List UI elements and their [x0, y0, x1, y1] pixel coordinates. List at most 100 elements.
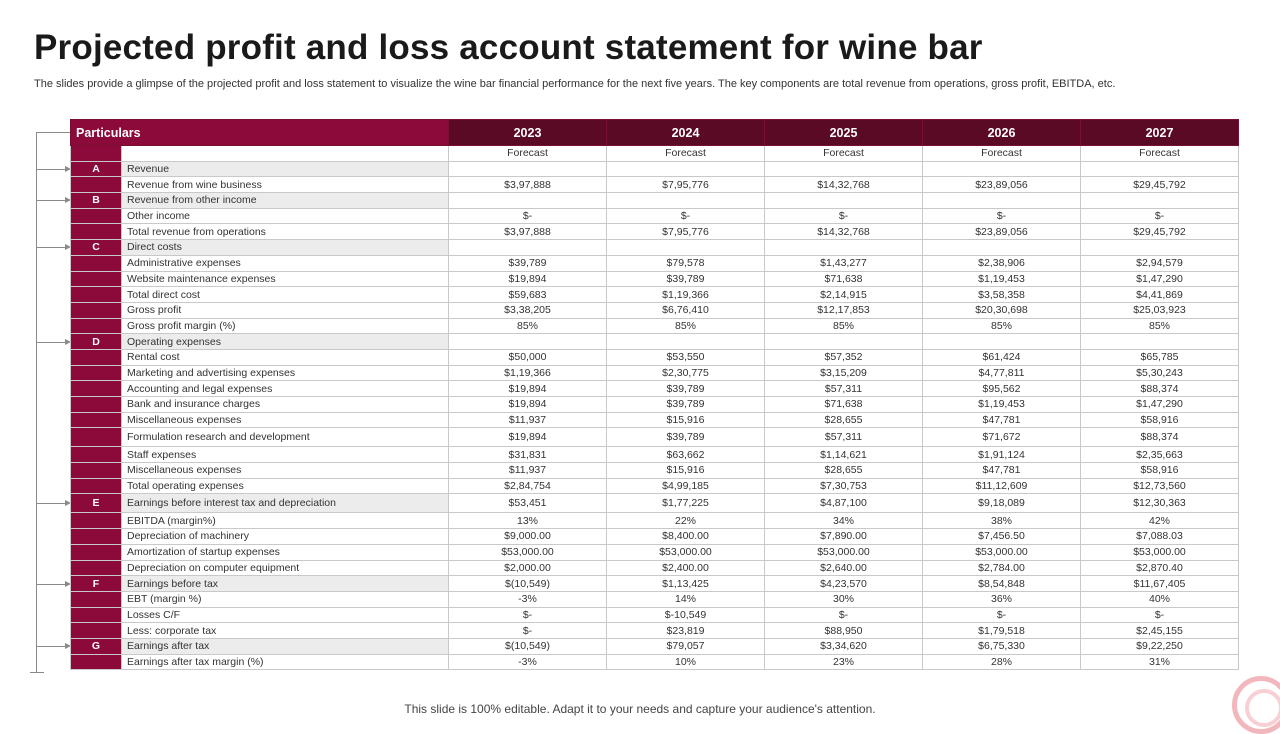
value-cell: $4,41,869	[1080, 286, 1239, 303]
row-label: Website maintenance expenses	[121, 270, 449, 288]
value-cell: $58,916	[1080, 462, 1239, 479]
section-marker	[70, 446, 122, 464]
table-row: Formulation research and development $19,…	[70, 427, 1239, 448]
table-row: EBITDA (margin%) 13% 22% 34% 38% 42%	[70, 512, 1239, 530]
value-cell: $15,916	[606, 411, 765, 429]
value-cell	[764, 239, 923, 256]
table-row: Accounting and legal expenses $19,894 $39,…	[70, 380, 1239, 397]
value-cell: 10%	[606, 653, 765, 671]
value-cell: $9,000.00	[448, 528, 607, 545]
section-marker	[70, 559, 122, 577]
value-cell: 30%	[764, 590, 923, 608]
value-cell: $6,76,410	[606, 301, 765, 319]
section-marker	[70, 622, 122, 639]
value-cell: $57,311	[764, 380, 923, 397]
section-marker: F	[70, 575, 122, 592]
forecast-label: Forecast	[448, 145, 607, 162]
column-header-year: 2023	[448, 119, 607, 146]
value-cell: $7,456.50	[922, 528, 1081, 545]
forecast-label: Forecast	[764, 145, 923, 162]
table-row: Gross profit margin (%) 85% 85% 85% 85% 85%	[70, 317, 1239, 335]
table-row: D Operating expenses	[70, 333, 1239, 350]
row-label: Earnings after tax margin (%)	[121, 653, 449, 671]
value-cell: $1,77,225	[606, 493, 765, 514]
value-cell: $31,831	[448, 446, 607, 464]
value-cell: $47,781	[922, 462, 1081, 479]
value-cell: $3,34,620	[764, 637, 923, 655]
section-marker	[70, 254, 122, 272]
value-cell: $-	[448, 207, 607, 225]
value-cell: $7,95,776	[606, 223, 765, 241]
section-cell	[70, 145, 122, 162]
value-cell: $12,17,853	[764, 301, 923, 319]
value-cell: $12,30,363	[1080, 493, 1239, 514]
value-cell: -3%	[448, 653, 607, 671]
connector-arrow-icon	[36, 339, 71, 345]
table-row: Administrative expenses $39,789 $79,578 $1,…	[70, 254, 1239, 272]
value-cell: $2,14,915	[764, 286, 923, 303]
value-cell: $2,870.40	[1080, 559, 1239, 577]
value-cell	[1080, 239, 1239, 256]
value-cell: $2,45,155	[1080, 622, 1239, 639]
section-marker	[70, 396, 122, 413]
column-header-year: 2027	[1080, 119, 1239, 146]
value-cell: $88,950	[764, 622, 923, 639]
table-row: Depreciation of machinery $9,000.00 $8,400…	[70, 528, 1239, 545]
value-cell: 38%	[922, 512, 1081, 530]
value-cell: $25,03,923	[1080, 301, 1239, 319]
value-cell: $63,662	[606, 446, 765, 464]
row-label: EBT (margin %)	[121, 590, 449, 608]
section-marker: E	[70, 493, 122, 514]
page-subtitle: The slides provide a glimpse of the proj…	[34, 78, 1116, 90]
value-cell: $39,789	[606, 396, 765, 413]
row-label: Revenue from wine business	[121, 176, 449, 194]
section-marker: C	[70, 239, 122, 256]
table-row: Bank and insurance charges $19,894 $39,789…	[70, 396, 1239, 413]
value-cell: -3%	[448, 590, 607, 608]
value-cell	[1080, 333, 1239, 350]
row-label: Administrative expenses	[121, 254, 449, 272]
table-row: Amortization of startup expenses $53,000.…	[70, 543, 1239, 561]
row-label: Losses C/F	[121, 606, 449, 624]
value-cell: $79,578	[606, 254, 765, 272]
bracket-line	[36, 132, 70, 133]
value-cell: $2,784.00	[922, 559, 1081, 577]
value-cell: $2,400.00	[606, 559, 765, 577]
value-cell: 42%	[1080, 512, 1239, 530]
row-label: Less: corporate tax	[121, 622, 449, 639]
value-cell: $1,47,290	[1080, 396, 1239, 413]
section-marker	[70, 270, 122, 288]
section-marker	[70, 462, 122, 479]
value-cell: $39,789	[606, 270, 765, 288]
row-label: Marketing and advertising expenses	[121, 364, 449, 382]
section-marker: G	[70, 637, 122, 655]
section-marker	[70, 380, 122, 397]
value-cell: $3,58,358	[922, 286, 1081, 303]
value-cell: 85%	[606, 317, 765, 335]
row-label: Earnings before interest tax and depreci…	[121, 493, 449, 514]
value-cell	[606, 160, 765, 178]
table-row: Earnings after tax margin (%) -3% 10% 23% 28…	[70, 653, 1239, 671]
value-cell: $71,638	[764, 396, 923, 413]
value-cell: 13%	[448, 512, 607, 530]
value-cell: $-	[448, 606, 607, 624]
row-label: Amortization of startup expenses	[121, 543, 449, 561]
section-marker	[70, 606, 122, 624]
value-cell: $3,97,888	[448, 176, 607, 194]
forecast-label: Forecast	[1080, 145, 1239, 162]
value-cell: $1,79,518	[922, 622, 1081, 639]
value-cell: $53,000.00	[448, 543, 607, 561]
table-row: Total operating expenses $2,84,754 $4,99,1…	[70, 477, 1239, 495]
value-cell: $1,19,366	[606, 286, 765, 303]
value-cell: 85%	[764, 317, 923, 335]
value-cell: $4,77,811	[922, 364, 1081, 382]
table-row: Depreciation on computer equipment $2,000…	[70, 559, 1239, 577]
value-cell: $-	[1080, 606, 1239, 624]
value-cell: $19,894	[448, 380, 607, 397]
value-cell	[606, 192, 765, 209]
value-cell: $2,640.00	[764, 559, 923, 577]
connector-arrow-icon	[36, 197, 71, 203]
value-cell: $39,789	[448, 254, 607, 272]
section-marker	[70, 653, 122, 671]
value-cell: $47,781	[922, 411, 1081, 429]
